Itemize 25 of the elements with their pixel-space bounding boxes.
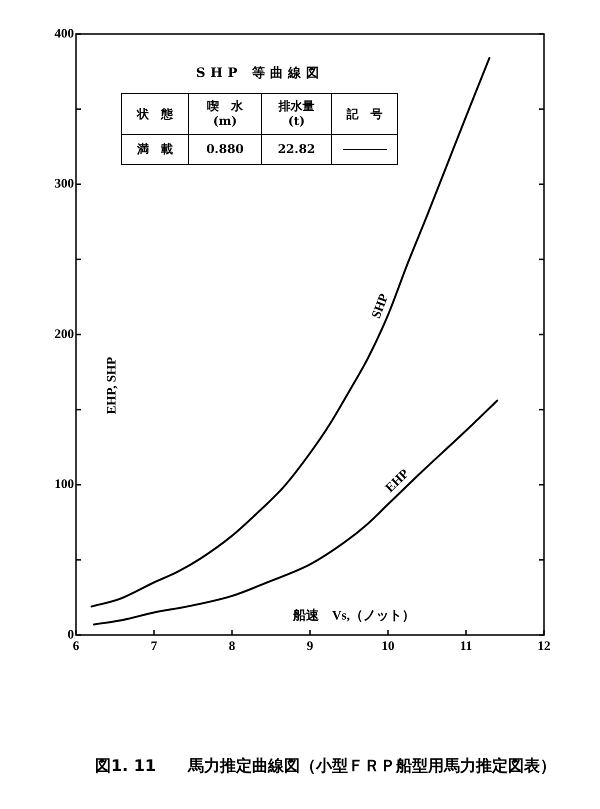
annotation: 満 載 [122,134,188,164]
x-tick-label: 10 [382,638,394,654]
y-tick-label: 300 [54,176,74,191]
x-tick-label: 11 [460,638,472,654]
y-tick-label: 200 [54,326,74,341]
y-tick-label: 100 [54,476,74,492]
line-series [90,57,490,608]
x-tick-label: 6 [72,638,80,654]
annotation: 状 態 [122,94,188,134]
text: SHP 等曲線図 [195,65,325,82]
annotation: 喫 水 (m) [188,94,262,134]
x-axis-title: 船速 Vs,（ノット） [292,607,415,622]
annotation: 22.82 [262,134,332,164]
text: 図1. 11 馬力推定曲線図（小型ＦＲＰ船型用馬力推定図表） [95,756,556,777]
x-tick-label: 12 [538,638,550,654]
x-tick-label: 9 [306,638,314,654]
x-tick-label: 8 [228,638,236,654]
x-tick-label: 7 [150,638,158,654]
y-axis-title: EHP, SHP [103,356,118,414]
annotation: 排水量 (t) [262,94,332,134]
y-tick-label: 0 [68,626,74,642]
y-tick-label: 400 [54,25,74,40]
annotation: 記 号 [332,94,398,134]
annotation: 0.880 [188,134,262,164]
text: SHP [368,291,392,320]
